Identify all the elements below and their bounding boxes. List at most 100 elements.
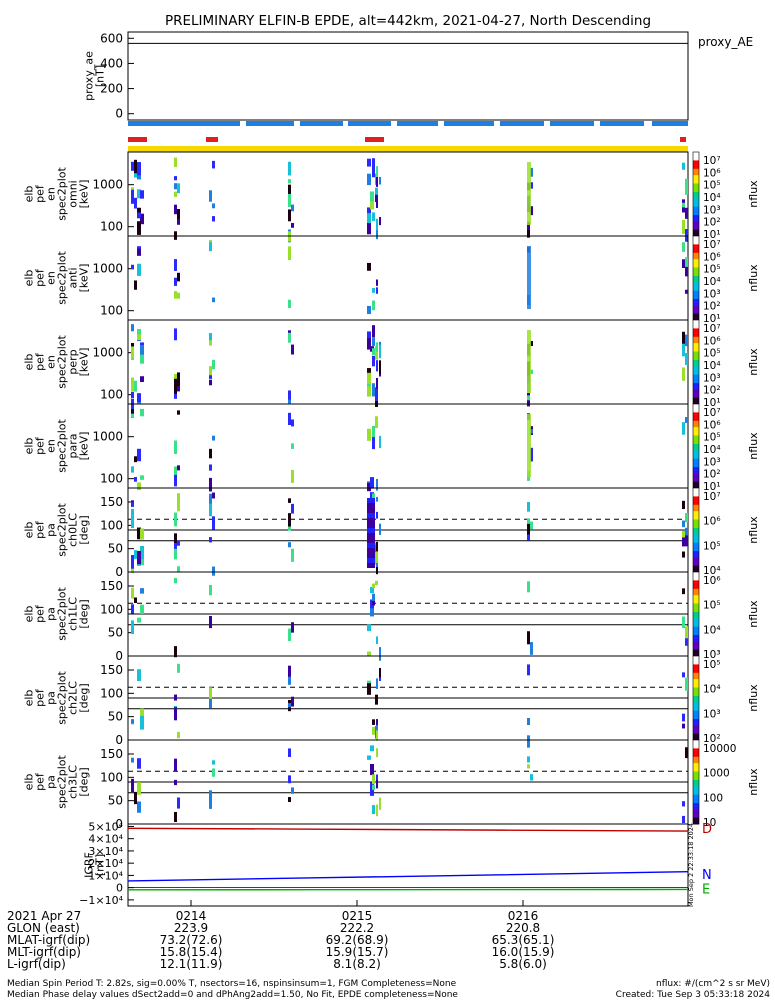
colorbar-cell [693,746,699,749]
energy-ylabel: elbpefenspec2plotanti[keV] [23,251,91,305]
spectral-cell [376,218,378,231]
colorbar-cell [693,183,699,187]
colorbar-tick-label: 10⁷ [703,491,721,503]
energy-tick-label: 1000 [92,430,123,444]
spectral-cell [134,280,137,290]
colorbar-tick-label: 10⁵ [703,540,721,552]
spectral-cell [372,348,375,356]
colorbar-cell [693,431,699,434]
ylabel-line: pef [34,688,47,707]
colorbar-cell [693,670,699,674]
pa-cell [372,583,375,589]
spectral-cell [174,466,177,479]
ylabel-line: elb [23,774,36,791]
spectral-cell [372,287,375,293]
colorbar-cell [693,317,699,321]
spectral-cell [137,189,141,199]
spectral-cell [682,242,685,252]
pa-cell [685,513,688,523]
spectral-cell [682,343,685,357]
igrf-tick-label: 2×10⁴ [88,857,123,870]
colorbar-cell [693,551,699,554]
spin-segment [397,121,438,126]
pa-cell [140,545,144,560]
pa-cell [291,696,294,707]
footer-row-value: 222.2 [340,921,374,935]
colorbar-cell [693,406,699,409]
colorbar-tick-label: 10⁷ [703,239,721,251]
pa-cell [372,593,375,606]
colorbar-tick-label: 10⁶ [703,335,721,347]
spectral-cell [291,204,294,212]
colorbar-cell [693,202,699,205]
ylabel-line: en [45,439,58,453]
colorbar-cell [693,362,699,365]
colorbar-cell [693,548,699,552]
colorbar-tick-label: 10⁵ [703,432,721,444]
igrf-legend-N: N [702,868,712,883]
pa-cell [527,522,530,535]
colorbar-cell [693,191,699,195]
spectral-cell [376,478,378,491]
pa-cell [530,774,533,781]
colorbar-cell [693,236,699,239]
colorbar-cell [693,175,699,178]
spectral-cell [177,209,180,220]
energy-tick-label: 1000 [92,178,123,192]
pa-cell [174,540,177,552]
spectral-cell [131,324,134,332]
pa-cell [174,707,177,721]
pa-cell [682,801,685,807]
colorbar-cell [693,385,699,388]
colorbar-cell [693,679,699,682]
spectral-cell [685,190,688,195]
spectral-cell [685,334,688,347]
colorbar-cell [693,433,699,436]
spectral-cell [291,443,294,449]
colorbar-cell [693,273,699,277]
colorbar-cell [693,544,699,548]
colorbar-cell [693,721,699,724]
colorbar-cell [693,425,699,428]
spectral-cell [174,176,177,181]
colorbar-cell [693,372,699,376]
footer-row-value: 0214 [176,909,207,923]
spectral-cell [131,346,134,359]
spectral-cell [527,246,531,309]
colorbar-cell [693,284,699,287]
spectral-cell [367,428,371,441]
spectral-cell [174,191,177,197]
ae-tag: proxy_AE [698,35,753,49]
colorbar-cell [693,643,699,646]
pa-cell [134,597,137,603]
colorbar-tick-label: 10⁵ [703,180,721,192]
colorbar-cell [693,498,699,502]
pa-cell [134,550,137,559]
pa-cell [367,543,375,548]
colorbar-cell [693,166,699,170]
colorbar-cell [693,561,699,565]
spectral-cell [379,176,381,185]
spectral-cell [209,379,212,386]
pa-cell [137,758,141,769]
colorbar-cell [693,685,699,688]
colorbar-cell [693,441,699,445]
colorbar-cell [693,779,699,783]
colorbar-label: nflux [747,768,760,796]
colorbar-cell [693,456,699,460]
pa-cell [291,548,294,562]
spectral-cell [530,447,533,462]
spectral-cell [530,167,533,177]
spectral-cell [530,182,533,189]
colorbar-cell [693,811,699,814]
spectral-cell [131,161,134,171]
footer-row-value: 5.8(6.0) [499,957,547,971]
colorbar-cell [693,819,699,823]
colorbar-cell [693,196,699,199]
ylabel-line: pef [34,520,47,539]
ylabel-line: omni [67,180,80,207]
pa-cell [177,797,180,809]
colorbar-cell [693,677,699,680]
colorbar-cell [693,181,699,184]
colorbar-cell [693,599,699,602]
